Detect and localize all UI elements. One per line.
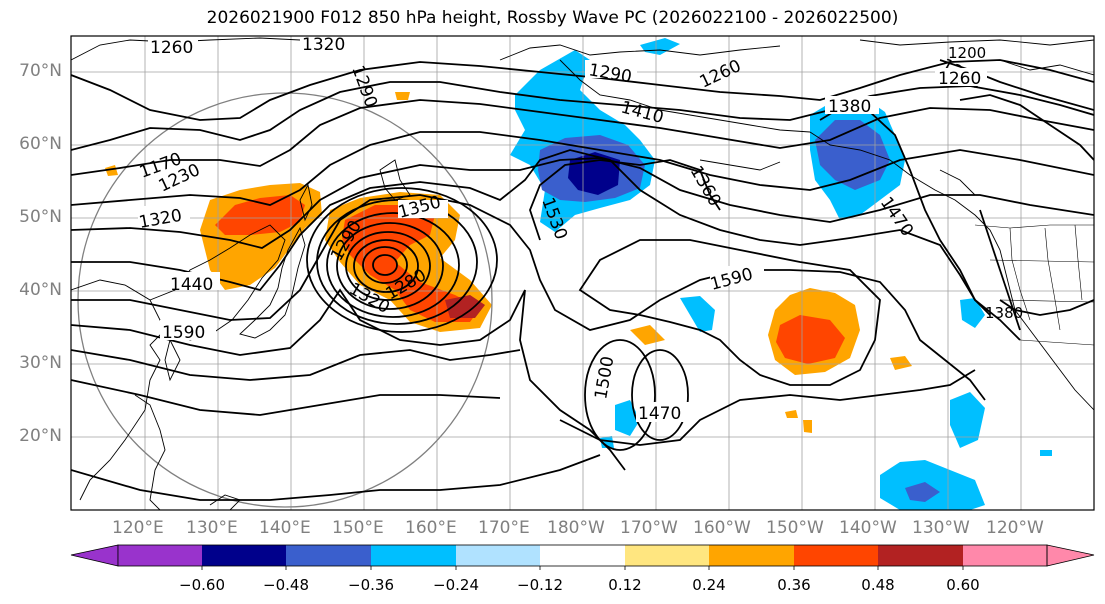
contour-label: 1260 (150, 38, 193, 58)
lon-label: 150°E (332, 518, 384, 538)
contour-label: 1260 (938, 69, 981, 89)
colorbar-tick-label: −0.60 (179, 576, 225, 594)
lon-label: 160°W (693, 518, 751, 538)
lon-label: 140°W (839, 518, 897, 538)
colorbar-tick-label: −0.12 (517, 576, 563, 594)
colorbar-tick-label: 0.48 (861, 576, 895, 594)
lon-label: 180°W (547, 518, 605, 538)
lat-label: 60°N (19, 134, 62, 154)
contour-label: 1380 (985, 304, 1023, 322)
lon-label: 120°E (112, 518, 164, 538)
lat-label: 40°N (19, 280, 62, 300)
colorbar (70, 544, 1095, 570)
lat-label: 70°N (19, 61, 62, 81)
lon-label: 160°E (405, 518, 457, 538)
lat-label: 20°N (19, 426, 62, 446)
colorbar-tick-label: 0.12 (608, 576, 642, 594)
colorbar-tick-label: 0.36 (777, 576, 811, 594)
colorbar-tick-label: 0.60 (946, 576, 980, 594)
political-borders (974, 224, 1094, 346)
lat-label: 30°N (19, 353, 62, 373)
colorbar-tick-label: −0.36 (348, 576, 394, 594)
contour-label: 1320 (302, 35, 345, 55)
contour-label: 1470 (638, 404, 681, 424)
colorbar-tick-label: 0.24 (692, 576, 726, 594)
lon-label: 130°W (912, 518, 970, 538)
contour-label: 1380 (828, 97, 871, 117)
contour-label: 1440 (170, 275, 213, 295)
lon-label: 170°E (478, 518, 530, 538)
colorbar-tick-label: −0.24 (433, 576, 479, 594)
anomaly-shading (105, 38, 1052, 510)
lon-label: 130°E (186, 518, 238, 538)
map-frame (70, 35, 1095, 511)
lon-label: 170°W (620, 518, 678, 538)
lon-label: 150°W (766, 518, 824, 538)
contour-label: 1200 (948, 44, 986, 62)
map-plot-area: 1260 1320 1290 1290 1260 1230 1260 1410 … (71, 35, 1094, 510)
lon-label: 120°W (986, 518, 1044, 538)
height-contours (71, 59, 1094, 501)
colorbar-tick-label: −0.48 (263, 576, 309, 594)
lat-label: 50°N (19, 207, 62, 227)
contour-label: 1590 (162, 323, 205, 343)
map-title: 2026021900 F012 850 hPa height, Rossby W… (206, 8, 899, 28)
lon-label: 140°E (259, 518, 311, 538)
